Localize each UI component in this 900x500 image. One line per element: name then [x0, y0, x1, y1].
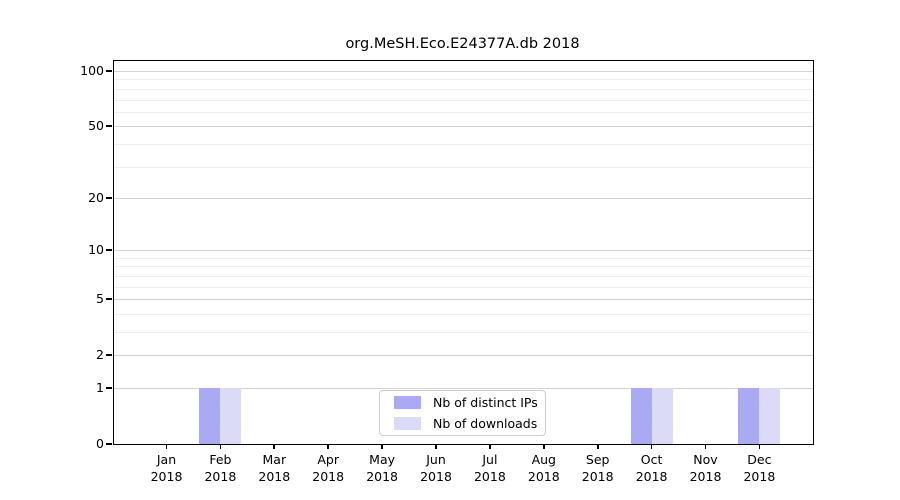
x-tick-label-jan: Jan 2018: [135, 452, 199, 485]
legend-row-nb-of-distinct-ips: Nb of distinct IPs: [388, 395, 538, 410]
gridline-minor-80: [114, 88, 813, 90]
x-tick-year: 2018: [581, 468, 614, 484]
x-tick-label-aug: Aug 2018: [512, 452, 576, 485]
x-tick-month: Apr: [317, 452, 339, 467]
y-tick-mark-0: [106, 443, 113, 445]
gridline-major-1: [114, 388, 813, 389]
legend-label-nb-of-distinct-ips: Nb of distinct IPs: [433, 395, 538, 410]
y-tick-mark-50: [106, 125, 113, 128]
bar-nb-of-distinct-ips-oct: [630, 388, 652, 444]
x-tick-mark-apr: [327, 444, 330, 449]
x-tick-label-mar: Mar 2018: [242, 452, 306, 485]
gridline-major-5: [114, 299, 813, 301]
gridline-major-2: [114, 355, 813, 357]
y-tick-mark-2: [106, 354, 113, 357]
gridline-major-20: [114, 197, 813, 199]
gridline-minor-6: [114, 286, 813, 288]
x-tick-label-jun: Jun 2018: [404, 452, 468, 485]
gridline-minor-90: [114, 79, 813, 81]
x-tick-year: 2018: [204, 468, 237, 484]
x-tick-mark-nov: [704, 444, 707, 449]
x-tick-year: 2018: [366, 468, 398, 484]
x-tick-label-sep: Sep 2018: [566, 452, 630, 485]
x-tick-year: 2018: [743, 468, 776, 484]
x-tick-month: Dec: [747, 452, 772, 467]
x-tick-label-jul: Jul 2018: [458, 452, 522, 485]
x-tick-mark-feb: [219, 444, 222, 449]
gridline-minor-3: [114, 332, 813, 333]
x-tick-mark-jun: [435, 444, 437, 449]
legend: Nb of distinct IPs Nb of downloads: [379, 390, 546, 436]
x-tick-month: Jan: [156, 452, 177, 467]
gridline-minor-40: [114, 143, 813, 145]
gridline-major-10: [114, 250, 813, 252]
y-tick-mark-100: [106, 70, 113, 72]
y-tick-label-2: 2: [96, 347, 104, 363]
bar-nb-of-downloads-oct: [651, 388, 673, 444]
x-tick-label-apr: Apr 2018: [296, 452, 360, 485]
x-tick-year: 2018: [312, 468, 345, 484]
legend-swatch-nb-of-downloads: [394, 417, 421, 430]
x-tick-month: Feb: [209, 452, 232, 467]
x-tick-mark-mar: [273, 444, 276, 449]
x-tick-year: 2018: [473, 468, 506, 484]
gridline-minor-7: [114, 275, 813, 277]
gridline-minor-9: [114, 257, 813, 259]
y-tick-mark-20: [106, 197, 113, 199]
gridline-major-50: [114, 126, 813, 128]
y-tick-label-0: 0: [96, 436, 104, 451]
x-tick-label-may: May 2018: [350, 452, 414, 485]
bar-nb-of-downloads-dec: [759, 388, 781, 444]
x-tick-month: Sep: [585, 452, 610, 467]
legend-swatch-nb-of-distinct-ips: [394, 396, 421, 409]
gridline-minor-8: [114, 266, 813, 268]
x-tick-label-oct: Oct 2018: [620, 452, 684, 485]
x-tick-year: 2018: [258, 468, 291, 484]
x-tick-label-nov: Nov 2018: [674, 452, 738, 485]
bar-nb-of-downloads-feb: [220, 388, 242, 444]
x-tick-month: Mar: [262, 452, 287, 467]
y-tick-mark-1: [106, 387, 113, 389]
gridline-major-100: [114, 71, 813, 72]
y-tick-label-10: 10: [88, 242, 104, 258]
x-tick-year: 2018: [420, 468, 452, 484]
x-tick-mark-jul: [489, 444, 491, 449]
chart-title: org.MeSH.Eco.E24377A.db 2018: [345, 36, 580, 52]
y-tick-label-20: 20: [88, 189, 104, 205]
x-tick-year: 2018: [689, 468, 722, 484]
x-tick-year: 2018: [150, 468, 183, 484]
x-tick-month: Jun: [426, 452, 446, 467]
legend-label-nb-of-downloads: Nb of downloads: [433, 416, 538, 431]
x-tick-mark-dec: [758, 444, 761, 449]
y-tick-label-5: 5: [96, 291, 104, 307]
x-tick-mark-may: [381, 444, 383, 449]
x-tick-month: Oct: [640, 452, 663, 467]
legend-row-nb-of-downloads: Nb of downloads: [388, 416, 537, 431]
x-tick-month: Aug: [531, 452, 556, 467]
x-tick-mark-jan: [165, 444, 168, 449]
x-tick-label-dec: Dec 2018: [727, 452, 791, 485]
x-tick-year: 2018: [527, 468, 560, 484]
x-tick-month: Nov: [693, 452, 718, 467]
x-tick-month: Jul: [482, 452, 498, 467]
y-tick-label-1: 1: [96, 380, 104, 395]
x-tick-mark-oct: [650, 444, 653, 449]
x-tick-label-feb: Feb 2018: [188, 452, 252, 485]
x-tick-month: May: [369, 452, 396, 467]
plot-area: 0 1 2 5 10 20 50 100 Jan 2018 Feb 2018 Mar 2018 Apr 201…: [80, 60, 814, 484]
bar-nb-of-distinct-ips-dec: [738, 388, 760, 444]
x-tick-mark-sep: [596, 444, 599, 449]
gridline-minor-70: [114, 99, 813, 101]
x-tick-year: 2018: [635, 468, 668, 484]
y-tick-mark-10: [106, 249, 113, 252]
gridline-minor-30: [114, 166, 813, 168]
x-tick-mark-aug: [542, 444, 545, 449]
gridline-minor-4: [114, 313, 813, 315]
y-tick-label-100: 100: [80, 63, 104, 78]
y-tick-mark-5: [106, 298, 113, 301]
bar-nb-of-distinct-ips-feb: [199, 388, 221, 444]
y-tick-label-50: 50: [88, 118, 104, 134]
gridline-minor-60: [114, 111, 813, 113]
